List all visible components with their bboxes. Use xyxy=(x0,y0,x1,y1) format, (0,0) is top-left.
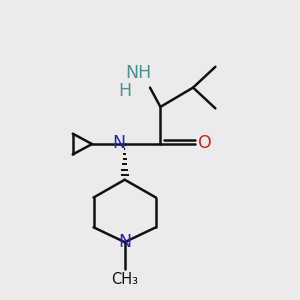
Text: H: H xyxy=(118,82,131,100)
Text: CH₃: CH₃ xyxy=(111,272,138,287)
Text: N: N xyxy=(112,134,125,152)
Text: O: O xyxy=(197,134,211,152)
Text: N: N xyxy=(118,233,131,251)
Text: NH: NH xyxy=(125,64,151,82)
